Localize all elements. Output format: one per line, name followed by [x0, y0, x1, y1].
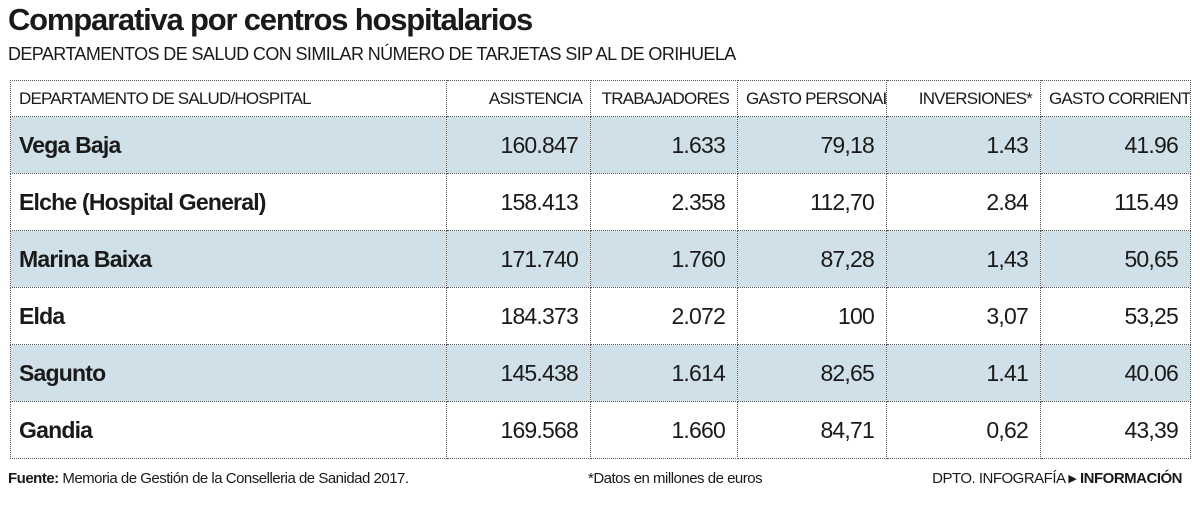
value-cell: 115.49 — [1040, 173, 1191, 231]
hospital-name-cell: Gandia — [10, 401, 447, 459]
value-cell: 43,39 — [1040, 401, 1191, 459]
value-cell: 0,62 — [886, 401, 1041, 459]
column-header: TRABAJADORES — [590, 80, 738, 117]
brand-name: INFORMACIÓN — [1080, 470, 1183, 487]
value-cell: 145.438 — [446, 344, 591, 402]
units-note: *Datos en millones de euros — [588, 470, 763, 487]
value-cell: 1.43 — [886, 116, 1041, 174]
table-row: Sagunto 145.438 1.614 82,65 1.41 40.06 — [10, 344, 1191, 402]
hospital-name-cell: Elche (Hospital General) — [10, 173, 447, 231]
value-cell: 53,25 — [1040, 287, 1191, 345]
value-cell: 171.740 — [446, 230, 591, 288]
credit: DPTO. INFOGRAFÍA ▶ INFORMACIÓN — [932, 470, 1182, 487]
source-text: Memoria de Gestión de la Conselleria de … — [58, 470, 409, 487]
value-cell: 1.760 — [590, 230, 738, 288]
value-cell: 84,71 — [737, 401, 887, 459]
table-row: Elche (Hospital General) 158.413 2.358 112,… — [10, 173, 1191, 231]
page-title: Comparativa por centros hospitalarios — [8, 2, 533, 37]
header-row: DEPARTAMENTO DE SALUD/HOSPITAL ASISTENCIA… — [10, 80, 1191, 117]
hospital-name-cell: Elda — [10, 287, 447, 345]
value-cell: 1.660 — [590, 401, 738, 459]
value-cell: 82,65 — [737, 344, 887, 402]
value-cell: 160.847 — [446, 116, 591, 174]
hospital-name-cell: Marina Baixa — [10, 230, 447, 288]
comparison-table: DEPARTAMENTO DE SALUD/HOSPITAL ASISTENCIA… — [10, 80, 1191, 459]
value-cell: 169.568 — [446, 401, 591, 459]
value-cell: 184.373 — [446, 287, 591, 345]
page-subtitle: DEPARTAMENTOS DE SALUD CON SIMILAR NÚMER… — [8, 44, 736, 64]
value-cell: 50,65 — [1040, 230, 1191, 288]
source-label: Fuente: — [8, 470, 59, 487]
column-header: ASISTENCIA — [446, 80, 591, 117]
table-row: Elda 184.373 2.072 100 3,07 53,25 — [10, 287, 1191, 345]
value-cell: 87,28 — [737, 230, 887, 288]
value-cell: 158.413 — [446, 173, 591, 231]
table-row: Marina Baixa 171.740 1.760 87,28 1,43 50,65 — [10, 230, 1191, 288]
value-cell: 1.41 — [886, 344, 1041, 402]
value-cell: 3,07 — [886, 287, 1041, 345]
column-header: GASTO CORRIENTE* — [1040, 80, 1191, 117]
value-cell: 41.96 — [1040, 116, 1191, 174]
value-cell: 1.614 — [590, 344, 738, 402]
hospital-name-cell: Vega Baja — [10, 116, 447, 174]
column-header: GASTO PERSONAL* — [737, 80, 887, 117]
value-cell: 1.633 — [590, 116, 738, 174]
value-cell: 112,70 — [737, 173, 887, 231]
column-header: DEPARTAMENTO DE SALUD/HOSPITAL — [10, 80, 447, 117]
value-cell: 2.358 — [590, 173, 738, 231]
table-row: Gandia 169.568 1.660 84,71 0,62 43,39 — [10, 401, 1191, 459]
value-cell: 40.06 — [1040, 344, 1191, 402]
value-cell: 79,18 — [737, 116, 887, 174]
column-header: INVERSIONES* — [886, 80, 1041, 117]
source-note: Fuente: Memoria de Gestión de la Consell… — [8, 470, 409, 487]
triangle-right-icon: ▶ — [1068, 473, 1077, 485]
value-cell: 100 — [737, 287, 887, 345]
table-row: Vega Baja 160.847 1.633 79,18 1.43 41.96 — [10, 116, 1191, 174]
value-cell: 2.072 — [590, 287, 738, 345]
hospital-name-cell: Sagunto — [10, 344, 447, 402]
value-cell: 2.84 — [886, 173, 1041, 231]
value-cell: 1,43 — [886, 230, 1041, 288]
credit-dept: DPTO. INFOGRAFÍA — [932, 470, 1065, 487]
